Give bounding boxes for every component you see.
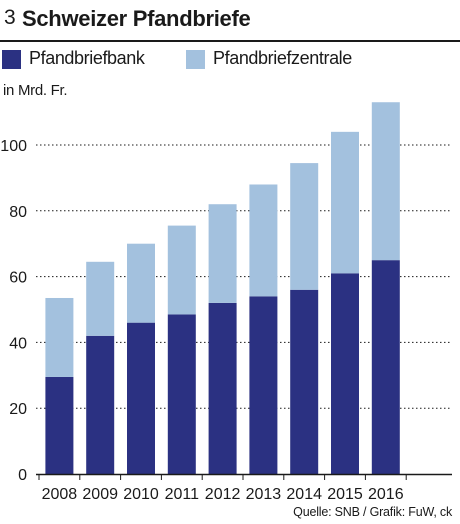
x-tick-label: 2011 <box>165 486 200 503</box>
legend-label-pfandbriefbank: Pfandbriefbank <box>29 48 145 68</box>
legend-swatch-pfandbriefzentrale <box>186 50 205 69</box>
bar-pfandbriefbank-2016 <box>371 260 400 474</box>
legend-label-pfandbriefzentrale: Pfandbriefzentrale <box>213 48 352 68</box>
bar-pfandbriefbank-2009 <box>86 335 115 474</box>
chart-header: 3 Schweizer Pfandbriefe <box>0 4 460 38</box>
y-tick-label: 80 <box>9 204 27 221</box>
bar-pfandbriefbank-2013 <box>249 296 278 474</box>
y-tick-label: 20 <box>9 401 27 418</box>
x-tick-label: 2008 <box>42 486 78 503</box>
unit-label: in Mrd. Fr. <box>3 82 68 99</box>
x-tick-label: 2016 <box>368 486 404 503</box>
y-tick-label: 60 <box>9 270 27 287</box>
x-tick-label: 2009 <box>82 486 118 503</box>
x-tick-label: 2014 <box>286 486 322 503</box>
bar-pfandbriefbank-2014 <box>290 289 319 474</box>
bar-pfandbriefbank-2011 <box>167 314 196 474</box>
x-tick-label: 2013 <box>246 486 282 503</box>
bar-pfandbriefzentrale-2013 <box>249 184 278 297</box>
bar-pfandbriefbank-2010 <box>127 322 155 474</box>
bar-pfandbriefbank-2012 <box>208 302 237 474</box>
x-tick-label: 2010 <box>123 486 159 503</box>
y-tick-label: 0 <box>18 467 27 484</box>
bar-pfandbriefbank-2008 <box>45 376 74 474</box>
bar-pfandbriefzentrale-2016 <box>371 102 400 261</box>
legend-item-pfandbriefbank: Pfandbriefbank <box>2 48 172 72</box>
y-tick-label: 40 <box>9 335 27 352</box>
bar-pfandbriefbank-2015 <box>331 273 359 474</box>
bar-pfandbriefzentrale-2010 <box>127 243 155 323</box>
bar-pfandbriefzentrale-2009 <box>86 261 115 336</box>
x-tick-label: 2015 <box>327 486 363 503</box>
chart-number: 3 <box>4 6 16 29</box>
x-tick-label: 2012 <box>205 486 241 503</box>
legend-item-pfandbriefzentrale: Pfandbriefzentrale <box>186 48 386 72</box>
chart-title: Schweizer Pfandbriefe <box>22 6 251 31</box>
source-credit: Quelle: SNB / Grafik: FuW, ck <box>293 505 452 519</box>
bar-pfandbriefzentrale-2012 <box>208 204 237 303</box>
bar-pfandbriefzentrale-2011 <box>167 225 196 315</box>
title-rule <box>0 40 460 42</box>
legend-swatch-pfandbriefbank <box>2 50 21 69</box>
bar-pfandbriefzentrale-2014 <box>290 163 319 290</box>
y-tick-label: 100 <box>0 138 27 155</box>
bar-pfandbriefzentrale-2015 <box>331 131 359 274</box>
bar-pfandbriefzentrale-2008 <box>45 297 74 377</box>
